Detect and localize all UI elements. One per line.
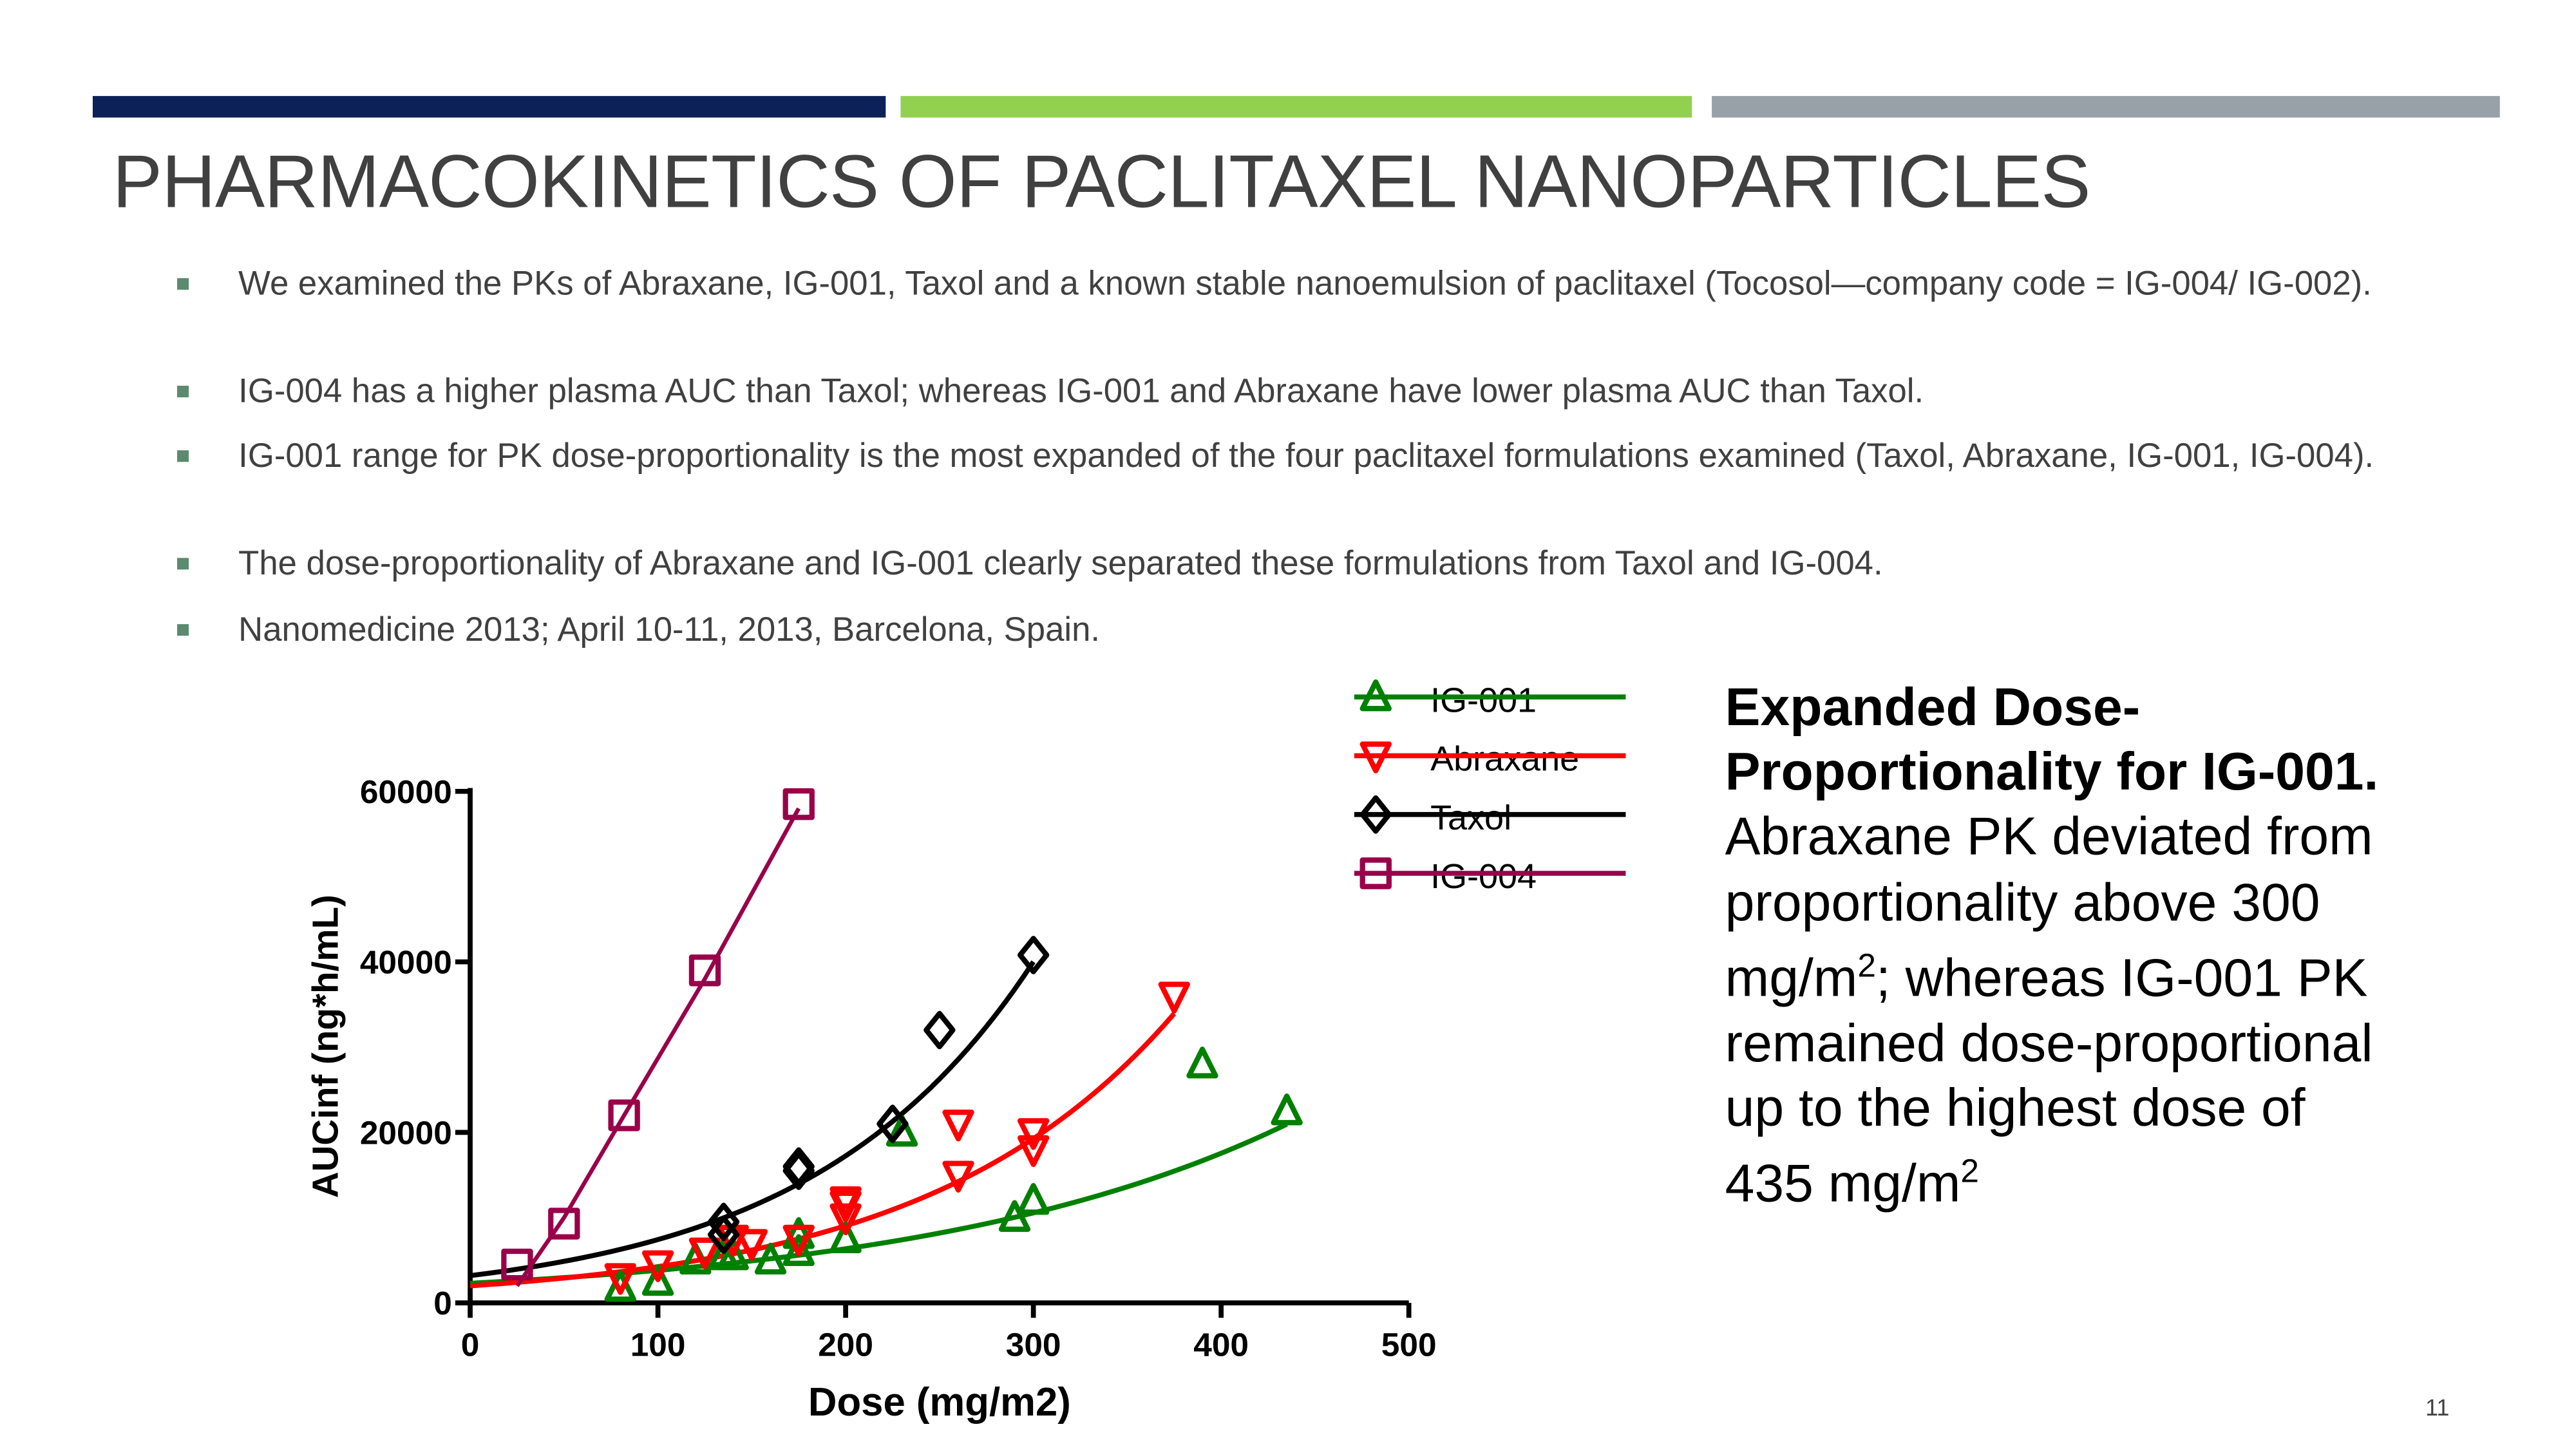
data-point-ig-001 <box>1017 1183 1050 1215</box>
data-point-taxol <box>782 1147 815 1186</box>
data-point-taxol <box>923 1010 956 1050</box>
side-annotation: Expanded Dose-Proportionality for IG-001… <box>1725 676 2387 1217</box>
pk-chart: 0 100 200 300 400 500 0 20000 40000 60000 Dose (mg… <box>305 679 1626 1425</box>
data-point-abraxane <box>735 1229 768 1261</box>
bullet-square-icon <box>177 450 189 462</box>
bullet-text: We examined the PKs of Abraxane, IG-001,… <box>238 265 2372 303</box>
data-point-abraxane <box>688 1237 721 1269</box>
data-point-ig-001 <box>829 1221 862 1253</box>
accent-bar-gray <box>1712 96 2500 118</box>
data-point-ig-001 <box>998 1200 1031 1232</box>
fit-line-ig-004 <box>515 807 801 1287</box>
data-point-ig-004 <box>688 954 721 987</box>
data-point-ig-001 <box>886 1115 918 1147</box>
data-point-abraxane <box>604 1263 636 1295</box>
data-point-ig-001 <box>641 1264 674 1296</box>
y-tick-label: 20000 <box>360 1113 452 1151</box>
data-point-abraxane <box>1017 1118 1050 1150</box>
page-number: 11 <box>2425 1394 2450 1421</box>
x-tick-label: 100 <box>630 1325 686 1363</box>
data-point-ig-001 <box>782 1217 815 1249</box>
bullet-text: Nanomedicine 2013; April 10-11, 2013, Ba… <box>238 611 1101 649</box>
data-point-ig-001 <box>717 1238 749 1271</box>
data-point-ig-001 <box>1271 1094 1303 1126</box>
data-point-ig-001 <box>604 1270 636 1302</box>
data-point-ig-001 <box>754 1242 787 1275</box>
data-point-taxol <box>1017 936 1050 974</box>
bullet-square-icon <box>177 385 189 397</box>
accent-bar-navy <box>92 96 886 118</box>
data-point-ig-004 <box>501 1248 533 1281</box>
x-tick-label: 0 <box>461 1325 480 1363</box>
y-tick-label: 0 <box>433 1284 452 1321</box>
legend-label: Abraxane <box>1430 740 1579 779</box>
y-axis-label: AUCinf (ng*h/mL) <box>305 895 345 1198</box>
legend-label: Taxol <box>1430 799 1511 837</box>
data-point-taxol <box>782 1151 815 1190</box>
data-point-ig-004 <box>782 788 815 820</box>
superscript: 2 <box>1960 1153 1980 1191</box>
legend-label: IG-004 <box>1430 857 1537 896</box>
x-axis-label: Dose (mg/m2) <box>808 1380 1071 1425</box>
bullet-square-icon <box>177 278 189 290</box>
y-tick-label: 60000 <box>360 773 452 810</box>
data-point-abraxane <box>1017 1135 1050 1168</box>
side-text: Abraxane PK deviated from proportionalit… <box>1725 806 2373 1008</box>
superscript: 2 <box>1857 948 1876 985</box>
data-point-abraxane <box>782 1224 815 1257</box>
data-point-taxol <box>876 1104 909 1143</box>
fit-line-abraxane <box>469 1012 1177 1289</box>
data-point-ig-004 <box>548 1208 580 1240</box>
legend-marker-icon <box>1359 679 1392 712</box>
side-text: ; whereas IG-001 PK remained dose-propor… <box>1725 947 2373 1213</box>
legend-marker-icon <box>1359 857 1392 889</box>
data-point-taxol <box>707 1202 740 1242</box>
page-title: PHARMACOKINETICS OF PACLITAXEL NANOPARTI… <box>112 138 2091 224</box>
bullet-text: The dose-proportionality of Abraxane and… <box>238 544 1883 583</box>
y-tick-label: 40000 <box>360 943 452 981</box>
data-point-abraxane <box>829 1186 862 1218</box>
data-point-abraxane <box>641 1250 674 1282</box>
x-tick-label: 500 <box>1381 1325 1437 1363</box>
legend-marker-icon <box>1359 741 1392 773</box>
data-point-ig-001 <box>1186 1046 1218 1079</box>
legend-label: IG-001 <box>1430 681 1537 719</box>
data-point-ig-004 <box>608 1099 640 1132</box>
bullet-square-icon <box>177 624 189 636</box>
x-tick-label: 400 <box>1193 1325 1249 1363</box>
bullet-square-icon <box>177 558 189 570</box>
data-point-abraxane <box>1158 981 1190 1014</box>
bullet-text: IG-004 has a higher plasma AUC than Taxo… <box>238 372 1924 411</box>
fit-line-ig-001 <box>469 1122 1288 1286</box>
fit-line-taxol <box>469 960 1036 1278</box>
accent-bar-green <box>900 96 1692 118</box>
data-point-abraxane <box>942 1160 974 1193</box>
x-tick-label: 200 <box>818 1325 873 1363</box>
data-point-abraxane <box>829 1203 862 1235</box>
side-heading: Expanded Dose-Proportionality for IG-001… <box>1725 677 2379 802</box>
bullet-text: IG-001 range for PK dose-proportionality… <box>238 437 2374 475</box>
data-point-ig-001 <box>782 1234 815 1266</box>
x-tick-label: 300 <box>1006 1325 1061 1363</box>
data-point-abraxane <box>942 1110 974 1142</box>
legend-marker-icon <box>1359 795 1392 834</box>
